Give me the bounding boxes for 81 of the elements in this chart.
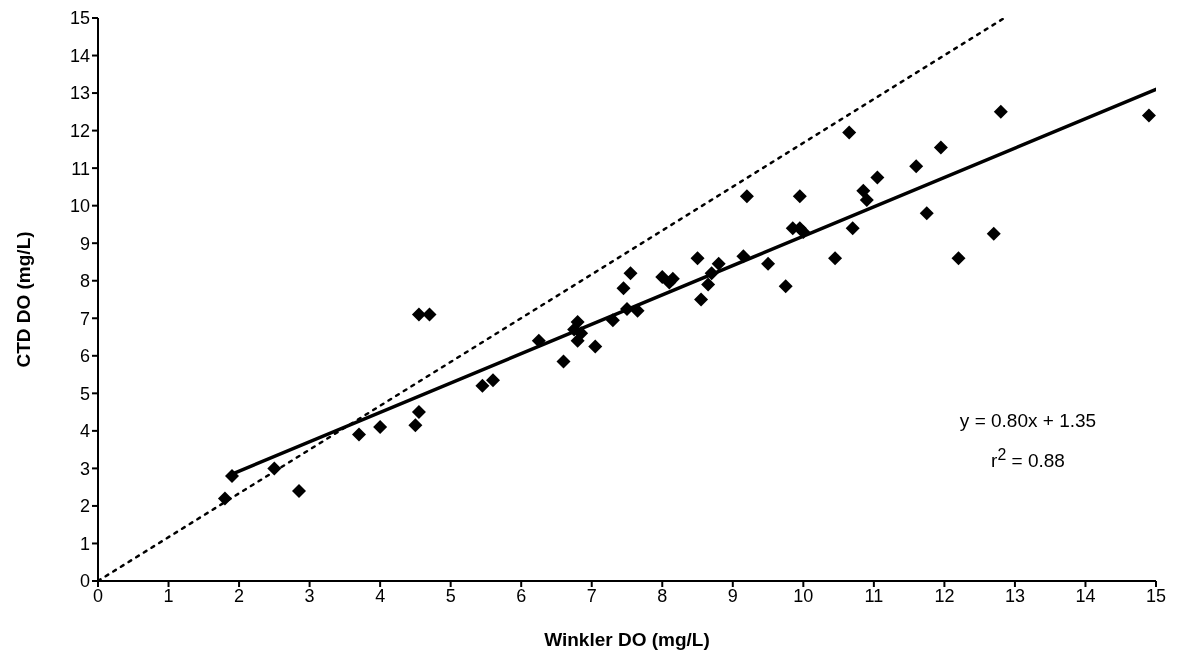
point [373,420,388,435]
x-tick-label: 4 [375,585,386,606]
y-tick-label: 11 [71,158,90,179]
point [856,183,871,198]
x-axis-title: Winkler DO (mg/L) [544,629,710,650]
y-tick-label: 13 [69,83,90,104]
point [694,292,709,307]
point [701,277,716,292]
point [870,170,885,185]
x-tick-label: 13 [1004,585,1025,606]
x-tick-label: 8 [657,585,668,606]
y-tick-label: 9 [79,233,90,254]
x-tick-label: 0 [92,585,104,606]
x-tick-label: 15 [1145,585,1167,606]
y-tick-label: 7 [79,308,90,329]
y-tick-label: 15 [69,8,90,29]
y-tick-label: 8 [79,271,90,292]
y-tick-label: 5 [79,383,90,404]
point [909,159,924,174]
point [620,301,634,316]
x-tick-label: 5 [445,585,456,606]
point [761,256,776,271]
y-tick-label: 12 [69,120,90,141]
point [951,251,966,266]
x-tick-label: 9 [727,585,738,606]
point [859,193,874,208]
x-tick-label: 7 [586,585,597,606]
point [778,279,793,294]
x-tick-label: 1 [163,585,174,606]
x-tick-label: 3 [304,585,315,606]
point [574,326,589,341]
point [267,461,282,476]
x-tick-label: 12 [934,585,955,606]
y-tick-label: 2 [79,496,90,517]
point [739,189,754,204]
x-tick-label: 6 [516,585,527,606]
point [704,266,719,281]
y-tick-label: 3 [79,458,90,479]
point [605,313,620,328]
point [351,427,366,442]
y-tick-label: 14 [69,45,90,66]
y-tick-label: 10 [69,196,90,217]
point [292,483,307,498]
point [588,339,603,354]
point [217,491,232,506]
point [411,405,426,420]
annotation: y = 0.80x + 1.35 [958,410,1098,432]
point [225,468,240,483]
point [842,125,857,140]
annotation: r$^{2}$ = 0.88 [990,446,1066,473]
point [411,307,426,322]
y-tick-label: 1 [79,533,90,554]
y-tick-label: 0 [79,571,90,592]
x-tick-label: 10 [793,585,814,606]
y-tick-label: 6 [79,346,90,367]
point [422,307,437,322]
point [845,221,860,236]
point [556,354,571,369]
point [570,315,585,330]
point [408,418,423,433]
point [711,256,726,271]
x-tick-label: 11 [864,585,884,606]
point [485,373,500,388]
point [919,206,934,221]
point [986,226,1001,241]
y-axis-title: CTD DO (mg/L) [12,231,34,368]
point [623,266,638,281]
point [690,251,705,266]
point [1141,108,1156,123]
point [792,189,807,204]
x-tick-label: 14 [1075,585,1096,606]
point [993,104,1008,119]
point [531,333,546,348]
x-tick-label: 2 [234,585,245,606]
point [616,281,631,296]
point [796,224,811,239]
y-tick-label: 4 [79,421,90,442]
point [933,140,948,155]
point [736,249,751,264]
point [828,251,843,266]
point [475,378,490,393]
